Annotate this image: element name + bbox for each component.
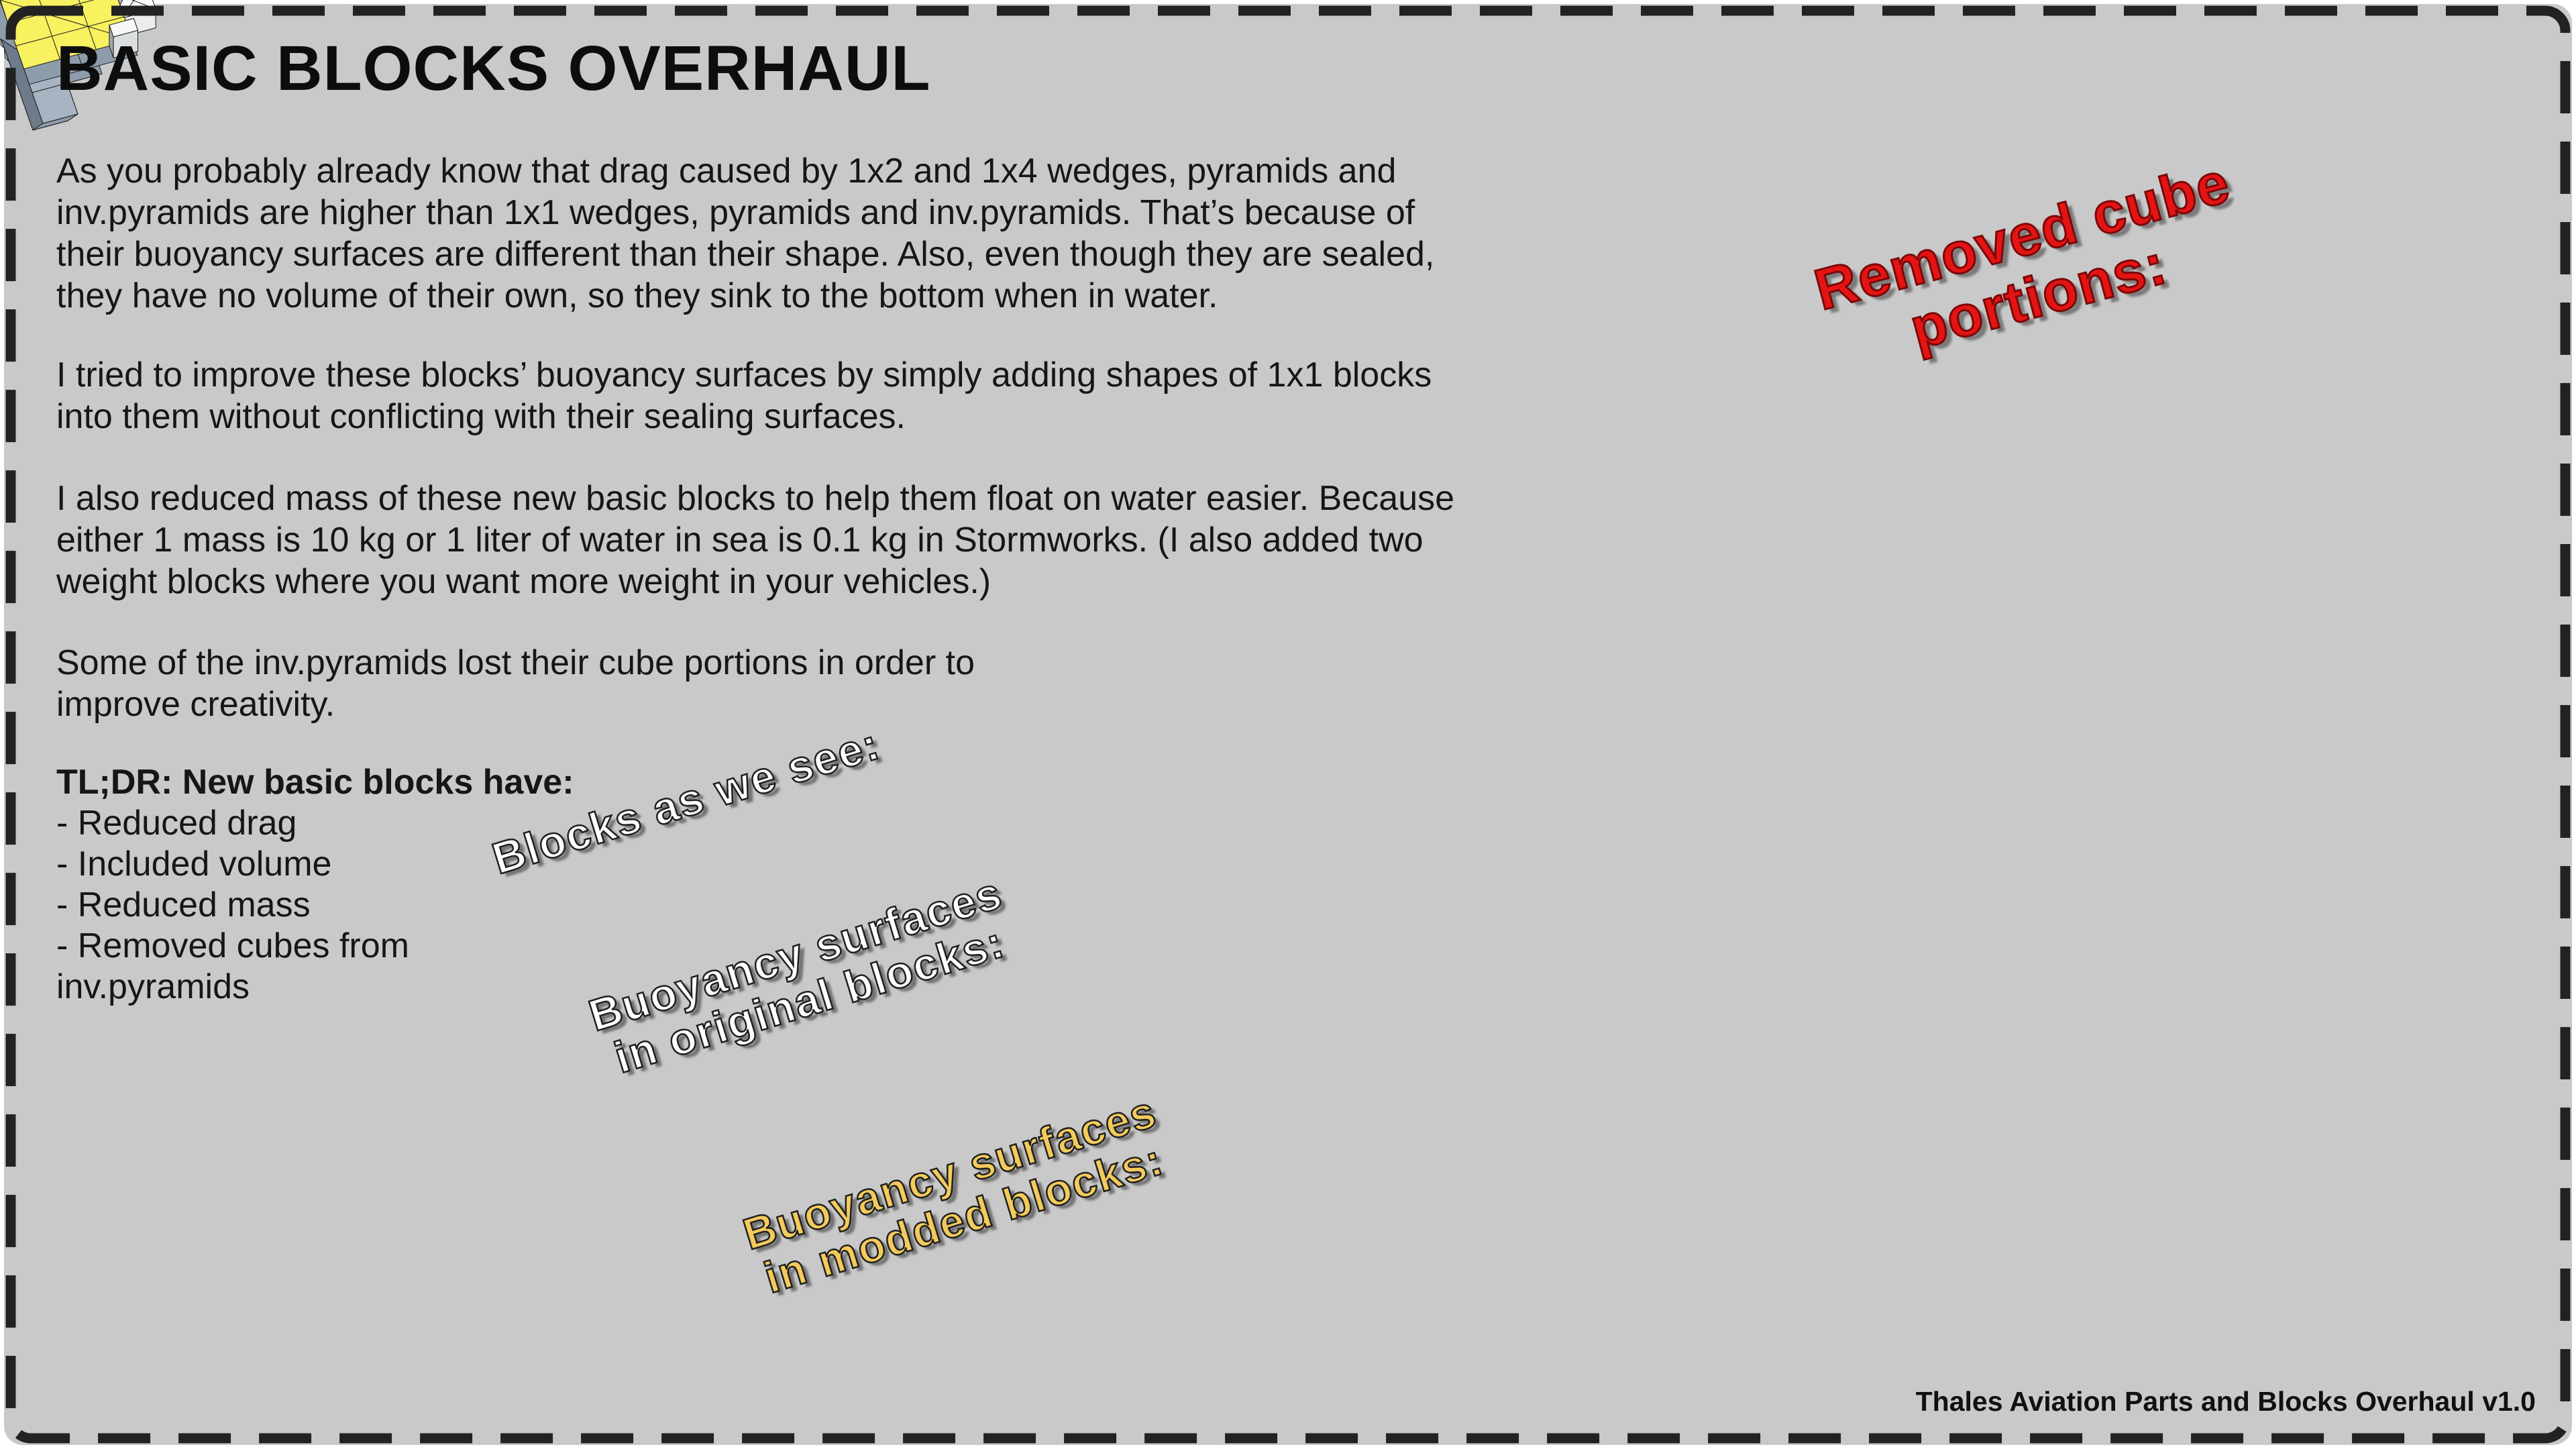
list-item: - Removed cubes from inv.pyramids <box>56 926 409 1006</box>
tldr-section: TL;DR: New basic blocks have: - Reduced … <box>56 762 574 1008</box>
page-title: BASIC BLOCKS OVERHAUL <box>56 33 931 104</box>
list-item: - Included volume <box>56 845 332 883</box>
tldr-heading: TL;DR: New basic blocks have: <box>56 763 574 802</box>
invpyramid-4x4-modded <box>0 0 138 85</box>
list-item: - Reduced mass <box>56 885 311 924</box>
paragraph-mass: I also reduced mass of these new basic b… <box>56 479 1455 601</box>
poster-background <box>4 4 2572 1445</box>
paragraph-drag: As you probably already know that drag c… <box>56 152 1435 315</box>
tldr-list: - Reduced drag - Included volume - Reduced… <box>56 803 574 1008</box>
paragraph-creativity: Some of the inv.pyramids lost their cube… <box>56 643 975 724</box>
dashed-border-rect <box>5 5 2571 1444</box>
paragraph-improve: I tried to improve these blocks’ buoyanc… <box>56 356 1432 436</box>
list-item: - Reduced drag <box>56 804 297 843</box>
footer-credit: Thales Aviation Parts and Blocks Overhau… <box>1915 1386 2536 1417</box>
